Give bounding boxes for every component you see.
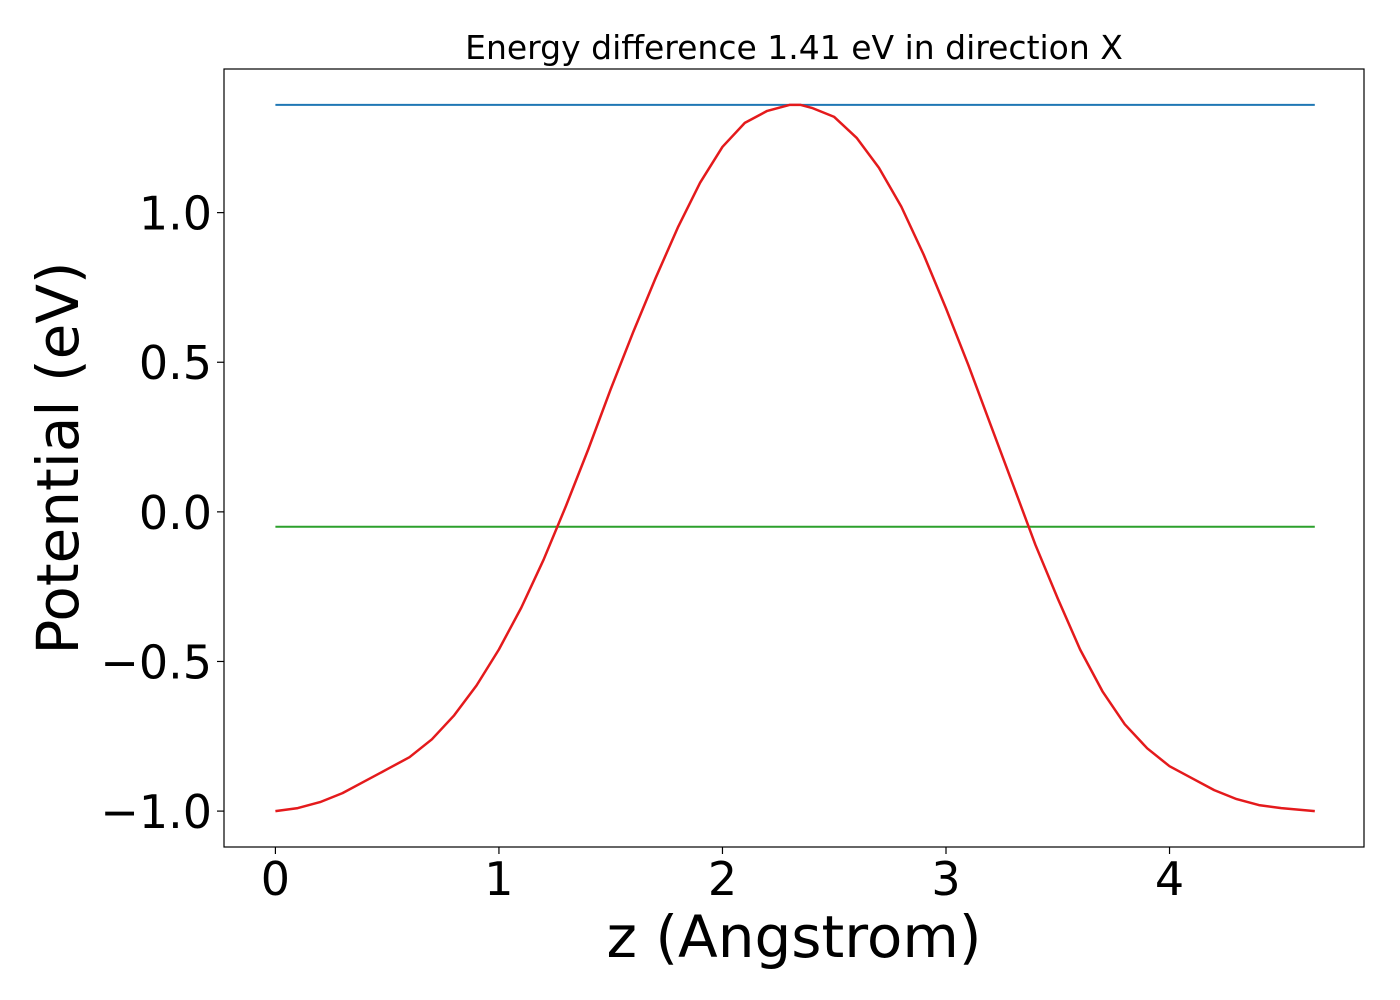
y-tick-label: 1.0: [139, 187, 212, 241]
plot-area: 0 1 2 3 4 −1.0 −0.5 0.0 0.5 1.0: [100, 68, 1365, 906]
y-tick-label: 0.5: [139, 336, 212, 390]
x-tick-label: 3: [931, 852, 960, 906]
chart-title: Energy difference 1.41 eV in direction X: [465, 28, 1123, 67]
series-line-2: [275, 103, 1315, 813]
y-tick-label: −0.5: [100, 635, 212, 689]
y-tick-label: −1.0: [100, 785, 212, 839]
x-tick-label: 4: [1155, 852, 1184, 906]
x-tick-label: 2: [708, 852, 737, 906]
y-axis-label: Potential (eV): [24, 261, 92, 654]
x-tick-label: 0: [261, 852, 290, 906]
y-tick-label: 0.0: [139, 486, 212, 540]
x-axis-label: z (Angstrom): [607, 903, 982, 971]
plot-frame: [223, 68, 1365, 848]
x-tick-label: 1: [484, 852, 513, 906]
